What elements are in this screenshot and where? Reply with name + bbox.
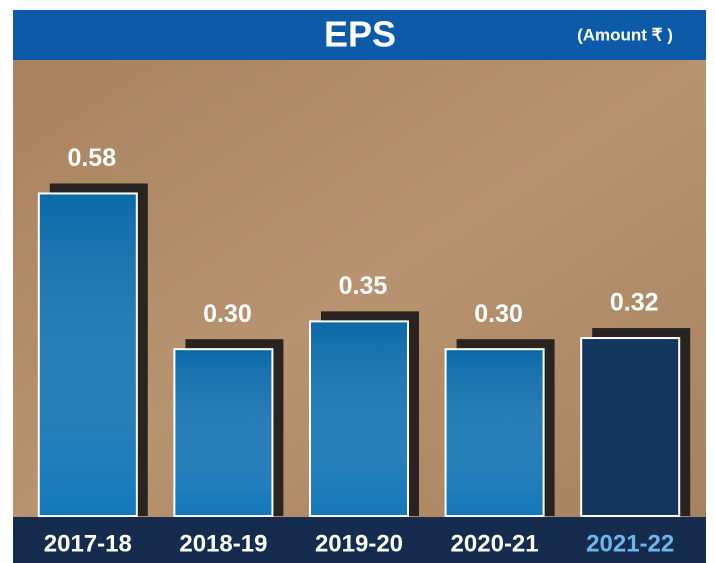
- x-tick-label: 2017-18: [44, 530, 132, 557]
- chart-title: EPS: [324, 14, 396, 55]
- bar-gradient: [39, 194, 136, 515]
- chart-subtitle: (Amount ₹ ): [577, 25, 673, 44]
- x-tick-label: 2019-20: [315, 530, 403, 557]
- footer-bar: [13, 517, 706, 563]
- value-label: 0.58: [67, 144, 116, 172]
- x-tick-label: 2020-21: [451, 530, 539, 557]
- header-bar: [13, 10, 706, 60]
- value-label: 0.30: [203, 300, 252, 328]
- value-label: 0.35: [339, 272, 388, 300]
- bar-gradient: [446, 350, 543, 515]
- bar-gradient: [175, 350, 272, 515]
- x-tick-label: 2021-22: [586, 530, 674, 557]
- bar: [580, 337, 681, 517]
- bar-gradient: [311, 322, 407, 515]
- value-label: 0.30: [474, 300, 523, 328]
- value-label: 0.32: [610, 289, 659, 317]
- x-tick-label: 2018-19: [179, 530, 267, 557]
